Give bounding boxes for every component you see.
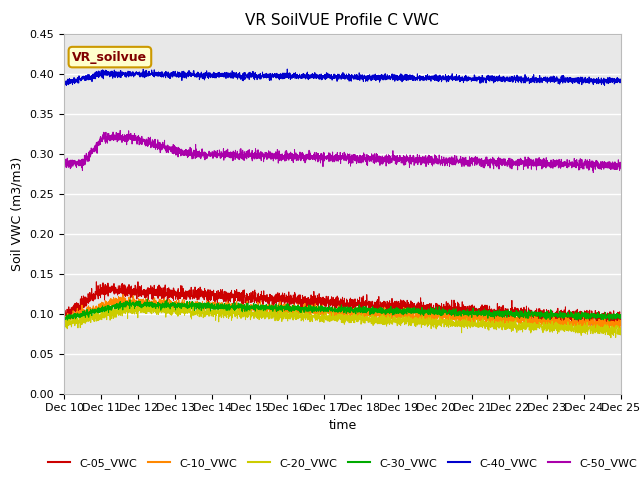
Title: VR SoilVUE Profile C VWC: VR SoilVUE Profile C VWC: [246, 13, 439, 28]
Legend: C-05_VWC, C-10_VWC, C-20_VWC, C-30_VWC, C-40_VWC, C-50_VWC: C-05_VWC, C-10_VWC, C-20_VWC, C-30_VWC, …: [44, 453, 640, 473]
Text: VR_soilvue: VR_soilvue: [72, 50, 147, 63]
X-axis label: time: time: [328, 419, 356, 432]
Y-axis label: Soil VWC (m3/m3): Soil VWC (m3/m3): [11, 156, 24, 271]
